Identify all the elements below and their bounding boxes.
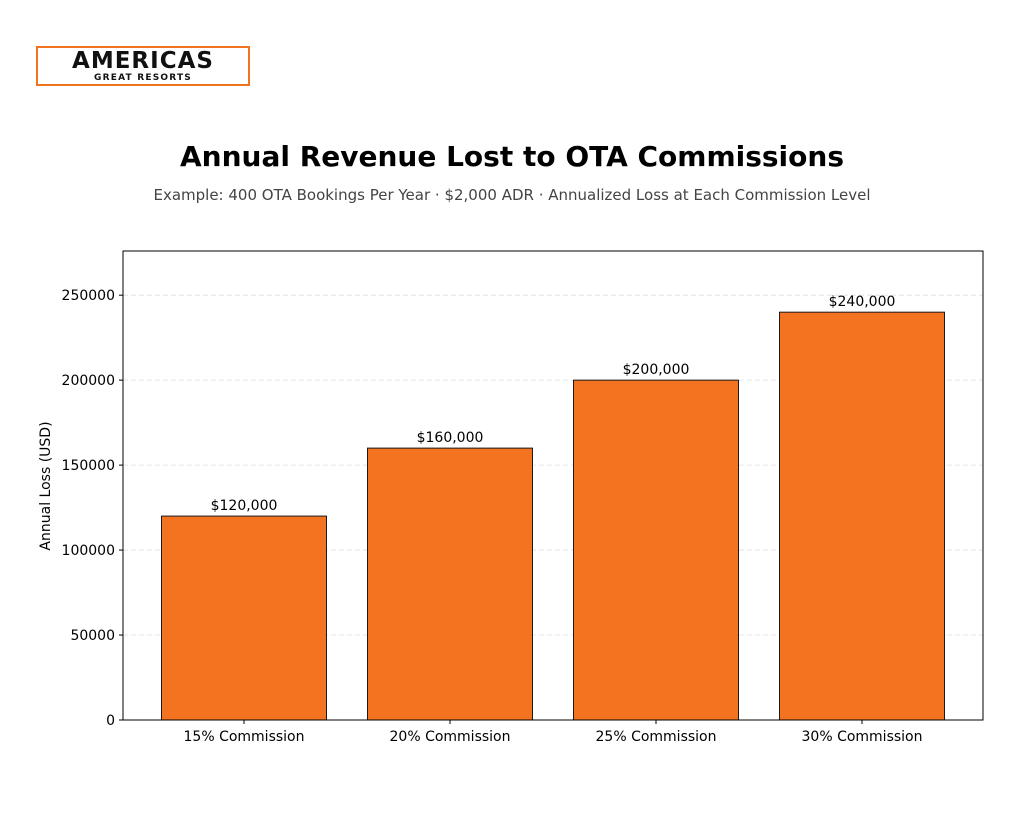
plot-frame — [122, 250, 984, 721]
y-tick-label: 150000 — [62, 458, 115, 474]
chart-title: Annual Revenue Lost to OTA Commissions — [179, 140, 844, 173]
x-tick-label: 20% Commission — [390, 729, 511, 745]
y-tick-label: 0 — [106, 713, 115, 729]
y-tick-label: 200000 — [62, 373, 115, 389]
y-tick-label: 50000 — [70, 628, 115, 644]
y-tick-label: 100000 — [62, 543, 115, 559]
data-label: $240,000 — [829, 294, 896, 310]
x-tick-label: 30% Commission — [802, 729, 923, 745]
logo-sub-text: GREAT RESORTS — [94, 73, 192, 83]
y-axis-label: Annual Loss (USD) — [38, 421, 54, 550]
x-tick-label: 15% Commission — [184, 729, 305, 745]
bar — [573, 379, 739, 721]
logo: AMERICAS GREAT RESORTS — [36, 46, 250, 86]
bar — [161, 515, 327, 721]
data-label: $160,000 — [417, 430, 484, 446]
chart-subtitle: Example: 400 OTA Bookings Per Year · $2,… — [153, 186, 871, 204]
bar — [367, 447, 533, 721]
logo-main-text: AMERICAS — [72, 48, 214, 74]
x-tick-label: 25% Commission — [596, 729, 717, 745]
data-label: $120,000 — [211, 498, 278, 514]
bar — [779, 311, 945, 721]
y-tick-label: 250000 — [62, 288, 115, 304]
data-label: $200,000 — [623, 362, 690, 378]
